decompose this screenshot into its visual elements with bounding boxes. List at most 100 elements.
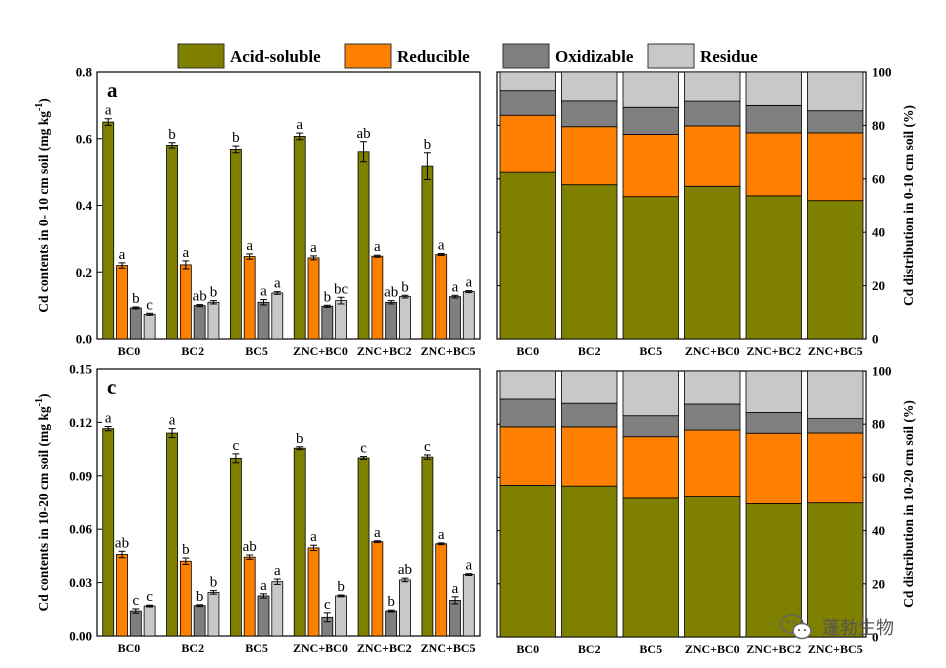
stacked-segment-acid-soluble [684,496,741,638]
stacked-segment-residue [745,71,802,106]
bar-reducible [116,554,128,637]
y-axis-title-main: Cd contents in 10-20 cm soil (mg kg [36,406,51,611]
significance-letter: b [182,542,190,558]
significance-letter: ab [398,562,412,578]
y-tick-label: 0.00 [69,629,92,644]
significance-letter: a [119,247,126,263]
y-tick-label: 60 [872,470,885,485]
category-label: ZNC+BC2 [746,344,801,358]
bar-reducible [307,257,320,340]
bar-acid-soluble [102,121,115,340]
stacked-segment-acid-soluble [684,185,741,340]
stacked-segment-oxidizable [684,403,741,431]
y-tick-label: 100 [872,65,892,80]
legend: Acid-soluble Reducible Oxidizable Residue [177,43,758,69]
bar-acid-soluble [229,457,242,637]
bar-acid-soluble [166,145,178,340]
plot-frame [496,370,867,638]
significance-letter: a [438,238,445,254]
significance-letter: a [438,527,445,543]
legend-label-1: Reducible [397,47,470,66]
stacked-segment-oxidizable [622,415,679,438]
stacked-segment-residue [745,370,802,413]
bar-oxidizable [193,305,206,340]
bar-oxidizable [257,301,270,340]
category-label: ZNC+BC5 [421,344,476,358]
watermark-text: 蓬勃生物 [822,618,894,639]
stacked-segment-acid-soluble [499,171,556,340]
bar-oxidizable [385,301,398,340]
bar-acid-soluble [357,151,370,340]
significance-letter: a [310,529,317,545]
significance-letter: b [196,589,204,605]
legend-swatch-0 [177,43,225,69]
bar-reducible [435,254,448,340]
category-label: ZNC+BC0 [293,641,348,655]
significance-letter: a [169,413,176,429]
significance-letter: b [401,279,409,295]
significance-letter: a [260,578,267,594]
stacked-segment-residue [807,71,864,112]
bar-oxidizable [385,610,398,637]
stacked-segment-oxidizable [745,412,802,434]
category-label: ZNC+BC0 [293,344,348,358]
bar-residue [462,574,475,637]
category-label: ZNC+BC2 [357,344,412,358]
panel-d-stacked-chart: 020406080100dCd distribution in 10-20 cm… [496,364,916,656]
bar-acid-soluble [293,136,306,340]
y-tick-label: 20 [872,576,885,591]
significance-letter: bc [334,281,349,297]
bar-reducible [243,256,256,340]
y-tick-label: 0.4 [76,198,93,213]
stacked-segment-residue [684,370,741,405]
bar-residue [335,595,348,637]
panel-letter: c [107,375,116,399]
y-tick-label: 0.0 [76,332,92,347]
significance-letter: a [105,103,112,119]
y-axis-title-main: Cd contents in 0- 10 cm soil (mg kg [36,111,51,313]
bar-residue [335,300,348,340]
category-label: ZNC+BC5 [808,642,863,656]
category-label: ZNC+BC5 [808,344,863,358]
bar-oxidizable [449,600,461,637]
significance-letter: a [296,117,303,133]
y-tick-label: 0.2 [76,265,92,280]
y-tick-label: 0.12 [69,415,92,430]
stacked-segment-reducible [807,432,864,504]
bar-oxidizable [257,595,270,637]
stacked-segment-residue [807,370,864,420]
significance-letter: b [324,289,332,305]
stacked-segment-acid-soluble [499,484,556,638]
bar-residue [143,605,156,637]
y-tick-label: 0.03 [69,575,92,590]
bar-oxidizable [193,605,206,637]
y-axis-title: Cd contents in 10-20 cm soil (mg kg-1) [34,394,51,612]
significance-letter: ab [243,539,257,555]
significance-letter: b [337,579,345,595]
stacked-segment-oxidizable [807,110,864,134]
legend-label-3: Residue [700,47,758,66]
category-label: ZNC+BC0 [685,642,740,656]
bar-oxidizable [129,610,142,637]
bar-residue [399,296,411,340]
stacked-segment-acid-soluble [622,497,679,638]
stacked-segment-residue [561,71,618,102]
significance-letter: b [424,137,432,153]
category-label: ZNC+BC2 [746,642,801,656]
bar-acid-soluble [293,447,306,637]
stacked-segment-oxidizable [807,418,864,434]
significance-letter: b [210,285,218,301]
bar-acid-soluble [421,165,434,340]
bar-oxidizable [321,305,334,340]
wechat-icon [780,614,812,640]
stacked-segment-reducible [745,132,802,197]
bar-reducible [307,547,320,637]
category-label: BC5 [639,642,662,656]
significance-letter: a [260,284,267,300]
significance-letter: a [374,525,381,541]
category-label: BC5 [639,344,662,358]
stacked-segment-oxidizable [561,402,618,428]
bar-oxidizable [449,296,461,340]
category-label: ZNC+BC0 [685,344,740,358]
